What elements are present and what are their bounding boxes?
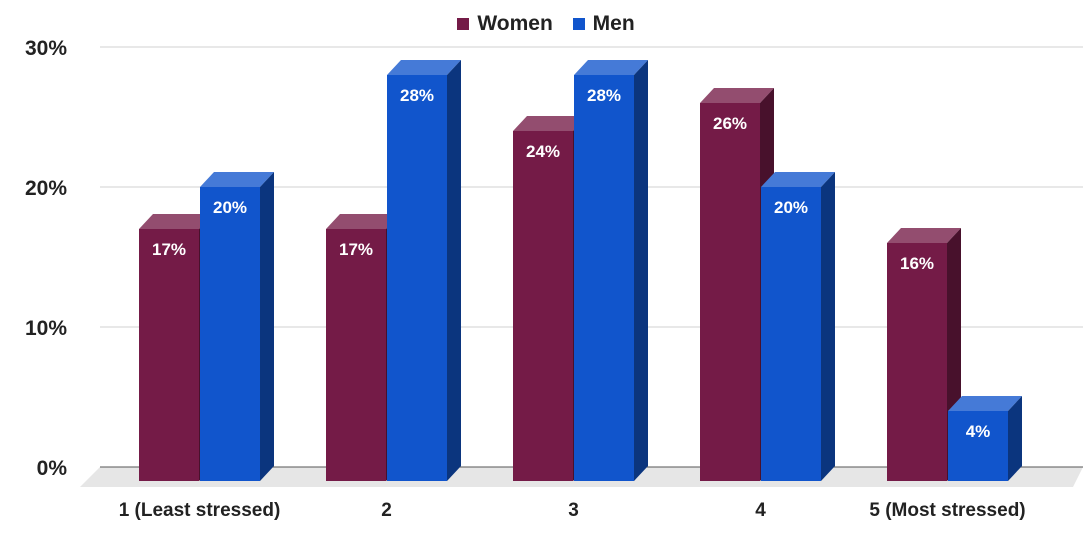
bar-top-face	[326, 214, 400, 229]
bar	[761, 187, 821, 481]
bar-top-face	[948, 396, 1022, 411]
bar	[574, 75, 634, 481]
bar-top-face	[513, 116, 587, 131]
bar	[948, 411, 1008, 481]
y-tick-label: 10%	[25, 317, 67, 340]
legend-swatch-men	[572, 18, 585, 30]
x-tick-label: 2	[381, 500, 392, 521]
x-tick-label: 3	[568, 500, 579, 521]
bar-side-face	[260, 172, 274, 481]
legend-swatch-women	[457, 18, 470, 30]
bar-top-face	[761, 172, 835, 187]
bar	[387, 75, 447, 481]
bar-side-face	[1008, 396, 1022, 481]
data-label: 17%	[339, 240, 373, 259]
legend-label-men: Men	[592, 12, 635, 35]
bar-top-face	[387, 60, 461, 75]
bar-top-face	[887, 228, 961, 243]
y-tick-label: 0%	[37, 457, 68, 480]
x-tick-label: 1 (Least stressed)	[119, 500, 281, 521]
bar-top-face	[700, 88, 774, 103]
bar	[326, 229, 386, 481]
data-label: 26%	[713, 114, 747, 133]
data-label: 20%	[774, 198, 808, 217]
bar	[887, 243, 947, 481]
bar-top-face	[200, 172, 274, 187]
data-label: 28%	[400, 86, 434, 105]
data-label: 24%	[526, 142, 560, 161]
y-tick-label: 30%	[25, 37, 67, 60]
data-label: 17%	[152, 240, 186, 259]
data-label: 16%	[900, 254, 934, 273]
y-tick-label: 20%	[25, 177, 67, 200]
bar	[700, 103, 760, 481]
data-label: 28%	[587, 86, 621, 105]
bar-side-face	[821, 172, 835, 481]
bar-side-face	[634, 60, 648, 481]
bar-side-face	[447, 60, 461, 481]
bar-top-face	[139, 214, 213, 229]
data-label: 20%	[213, 198, 247, 217]
bar-top-face	[574, 60, 648, 75]
legend-label-women: Women	[477, 12, 553, 35]
bar	[139, 229, 199, 481]
legend-item-men[interactable]: Men	[572, 12, 635, 36]
chart-legend: Women Men	[0, 12, 1092, 36]
x-tick-label: 5 (Most stressed)	[869, 500, 1025, 521]
legend-item-women[interactable]: Women	[457, 12, 553, 36]
data-label: 4%	[966, 422, 991, 441]
x-tick-label: 4	[755, 500, 766, 521]
bar	[513, 131, 573, 481]
bar	[200, 187, 260, 481]
